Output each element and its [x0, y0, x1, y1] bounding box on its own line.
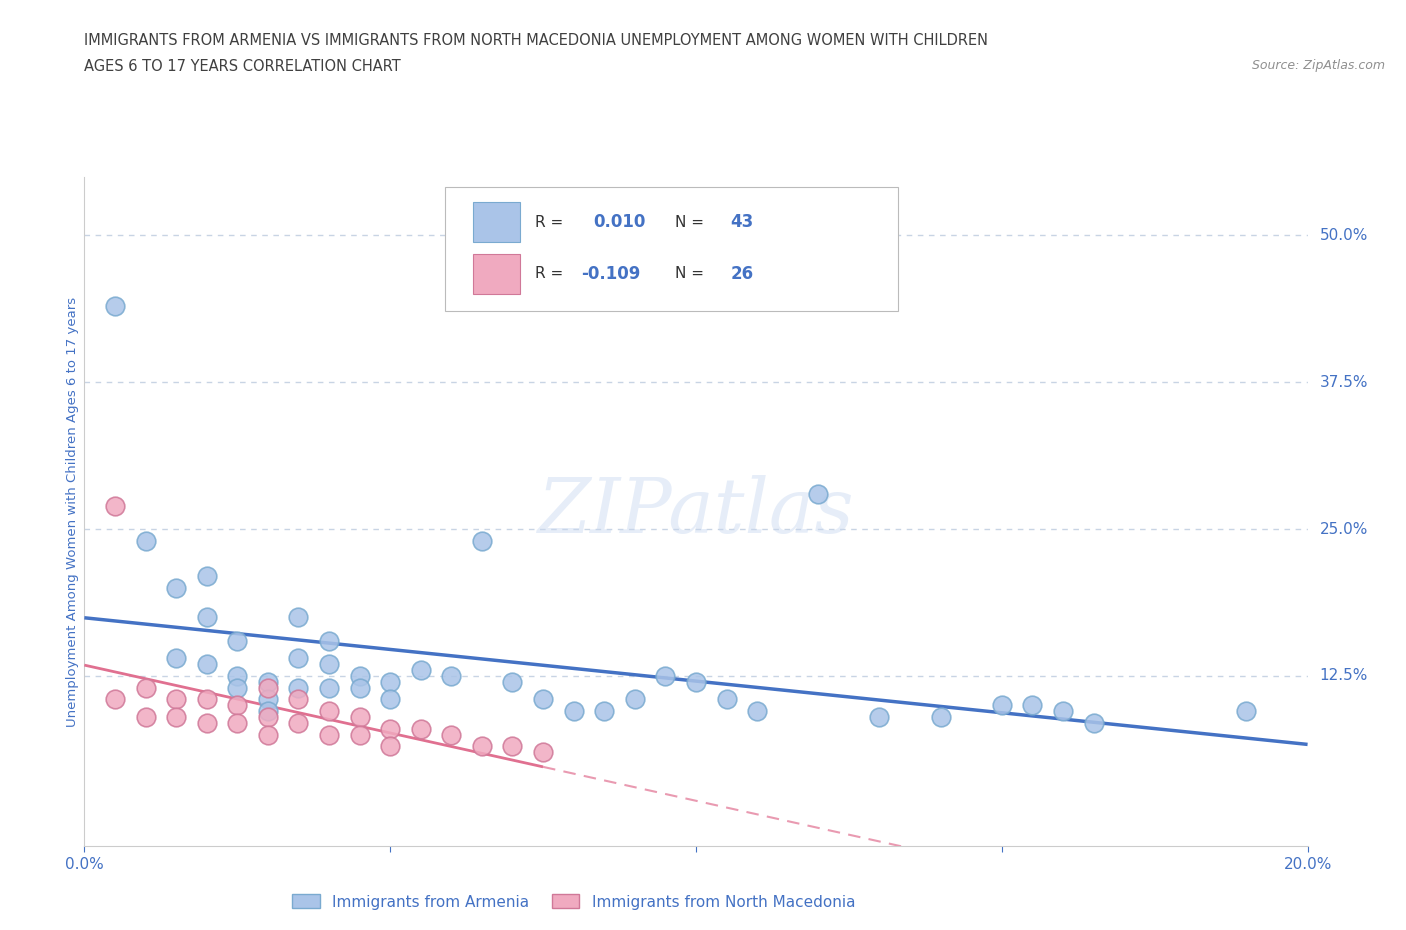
FancyBboxPatch shape: [446, 187, 898, 311]
Point: [257, 727, 280, 742]
Point: [287, 610, 309, 625]
Point: [226, 633, 249, 648]
Point: [135, 680, 157, 695]
Point: [440, 727, 463, 742]
Point: [165, 580, 187, 595]
Point: [257, 692, 280, 707]
Point: [471, 534, 494, 549]
Text: Source: ZipAtlas.com: Source: ZipAtlas.com: [1251, 59, 1385, 72]
Point: [104, 299, 127, 313]
Point: [807, 486, 830, 501]
Point: [135, 710, 157, 724]
Point: [257, 710, 280, 724]
Point: [318, 633, 340, 648]
Point: [257, 680, 280, 695]
Point: [1021, 698, 1043, 712]
Point: [226, 669, 249, 684]
Point: [440, 669, 463, 684]
Point: [318, 704, 340, 719]
Point: [380, 722, 402, 737]
Point: [318, 680, 340, 695]
Point: [685, 674, 707, 689]
Text: IMMIGRANTS FROM ARMENIA VS IMMIGRANTS FROM NORTH MACEDONIA UNEMPLOYMENT AMONG WO: IMMIGRANTS FROM ARMENIA VS IMMIGRANTS FR…: [84, 33, 988, 47]
Point: [226, 698, 249, 712]
Point: [1083, 715, 1105, 730]
Point: [226, 715, 249, 730]
Text: 43: 43: [730, 213, 754, 232]
Text: 50.0%: 50.0%: [1320, 228, 1368, 243]
Text: 0.010: 0.010: [593, 213, 645, 232]
Point: [502, 674, 524, 689]
Point: [287, 680, 309, 695]
Point: [562, 704, 585, 719]
Point: [349, 710, 371, 724]
Text: N =: N =: [675, 266, 704, 281]
Point: [531, 692, 554, 707]
Point: [165, 710, 187, 724]
Point: [287, 651, 309, 666]
Text: R =: R =: [534, 215, 562, 230]
Point: [349, 727, 371, 742]
Point: [409, 722, 432, 737]
Point: [624, 692, 647, 707]
Point: [1234, 704, 1257, 719]
Text: 26: 26: [730, 265, 754, 283]
Point: [654, 669, 676, 684]
Text: ZIPatlas: ZIPatlas: [537, 474, 855, 549]
Point: [869, 710, 891, 724]
FancyBboxPatch shape: [474, 254, 520, 294]
Text: AGES 6 TO 17 YEARS CORRELATION CHART: AGES 6 TO 17 YEARS CORRELATION CHART: [84, 59, 401, 73]
Text: 37.5%: 37.5%: [1320, 375, 1368, 390]
Text: N =: N =: [675, 215, 704, 230]
Point: [593, 704, 616, 719]
Point: [716, 692, 738, 707]
Point: [195, 715, 218, 730]
Y-axis label: Unemployment Among Women with Children Ages 6 to 17 years: Unemployment Among Women with Children A…: [66, 297, 79, 726]
Point: [349, 680, 371, 695]
Point: [195, 610, 218, 625]
Point: [257, 704, 280, 719]
Point: [135, 534, 157, 549]
Point: [287, 692, 309, 707]
Point: [380, 739, 402, 754]
Point: [929, 710, 952, 724]
Point: [318, 657, 340, 671]
Point: [104, 498, 127, 513]
Point: [747, 704, 769, 719]
Point: [104, 692, 127, 707]
Point: [195, 692, 218, 707]
Point: [471, 739, 494, 754]
Point: [1052, 704, 1074, 719]
Point: [502, 739, 524, 754]
Text: -0.109: -0.109: [581, 265, 640, 283]
Point: [257, 674, 280, 689]
Text: 12.5%: 12.5%: [1320, 669, 1368, 684]
Point: [226, 680, 249, 695]
Point: [380, 674, 402, 689]
Point: [380, 692, 402, 707]
Text: 25.0%: 25.0%: [1320, 522, 1368, 537]
Point: [287, 715, 309, 730]
Point: [165, 692, 187, 707]
Point: [531, 745, 554, 760]
Point: [195, 657, 218, 671]
Point: [409, 663, 432, 678]
Point: [165, 651, 187, 666]
Point: [195, 568, 218, 583]
Point: [318, 727, 340, 742]
Text: R =: R =: [534, 266, 562, 281]
Point: [349, 669, 371, 684]
Point: [991, 698, 1014, 712]
FancyBboxPatch shape: [474, 202, 520, 243]
Legend: Immigrants from Armenia, Immigrants from North Macedonia: Immigrants from Armenia, Immigrants from…: [285, 888, 862, 916]
